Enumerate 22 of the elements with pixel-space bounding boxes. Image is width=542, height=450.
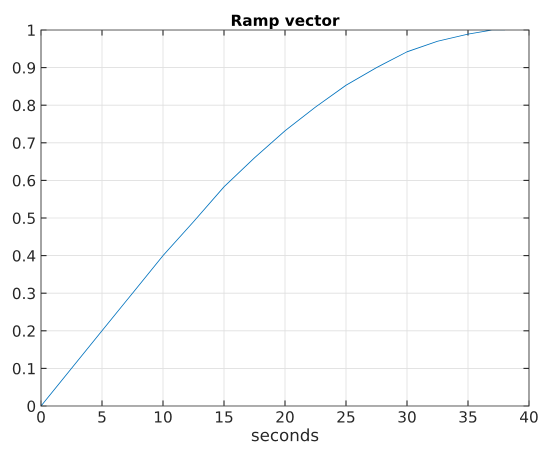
x-tick-label: 20 xyxy=(276,411,294,423)
x-tick-label: 30 xyxy=(398,411,416,423)
y-tick-label: 0.5 xyxy=(12,212,35,224)
y-tick-label: 0.2 xyxy=(12,325,35,337)
x-tick-label: 40 xyxy=(520,411,538,423)
x-tick-label: 35 xyxy=(459,411,476,423)
y-tick-label: 1 xyxy=(28,24,35,36)
y-tick-label: 0.1 xyxy=(12,362,35,374)
x-tick-label: 5 xyxy=(98,411,106,423)
y-tick-label: 0.6 xyxy=(12,174,36,186)
x-tick-label: 10 xyxy=(154,411,172,423)
y-tick-label: 0.3 xyxy=(12,288,35,300)
x-tick-label: 25 xyxy=(337,411,354,423)
x-tick-label: 15 xyxy=(216,411,232,423)
y-tick-label: 0.9 xyxy=(12,62,36,74)
y-tick-label: 0.4 xyxy=(12,250,36,262)
x-axis-title: seconds xyxy=(252,428,318,442)
y-tick-label: 0.7 xyxy=(12,137,35,149)
x-tick-label: 0 xyxy=(37,411,45,423)
chart-title: Ramp vector xyxy=(232,14,340,30)
y-tick-label: 0.8 xyxy=(12,100,36,112)
y-tick-label: 0 xyxy=(27,400,36,412)
